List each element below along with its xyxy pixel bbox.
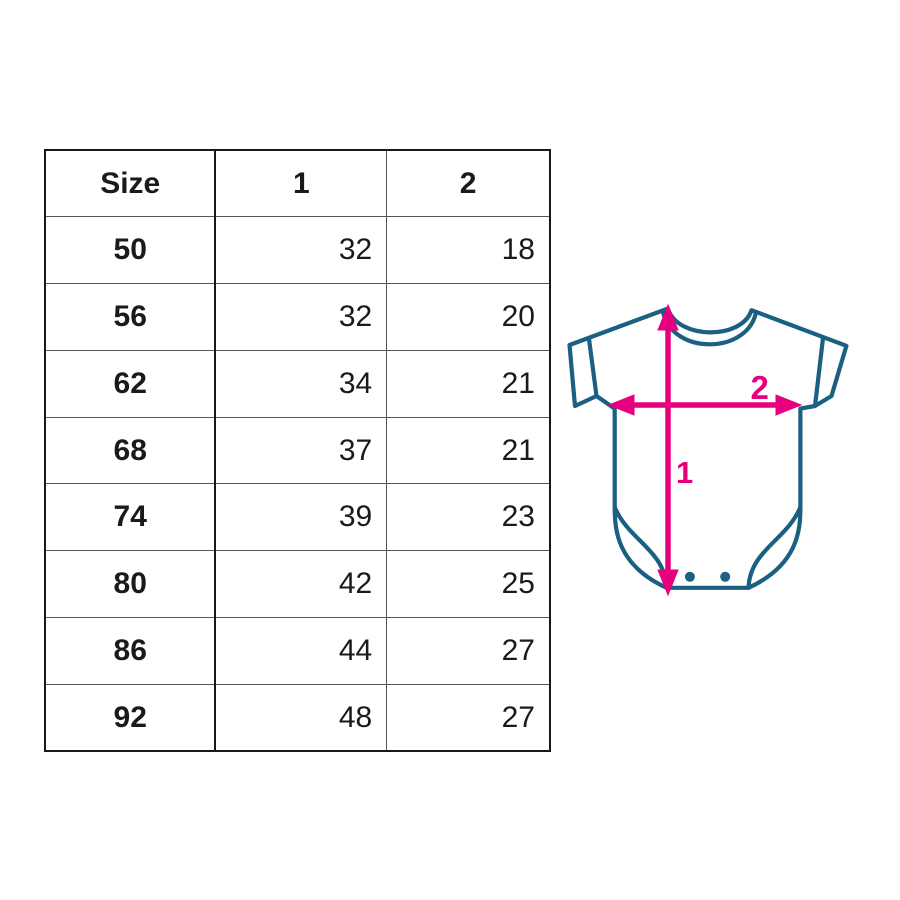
svg-text:1: 1 bbox=[676, 455, 693, 490]
svg-text:2: 2 bbox=[751, 369, 769, 406]
